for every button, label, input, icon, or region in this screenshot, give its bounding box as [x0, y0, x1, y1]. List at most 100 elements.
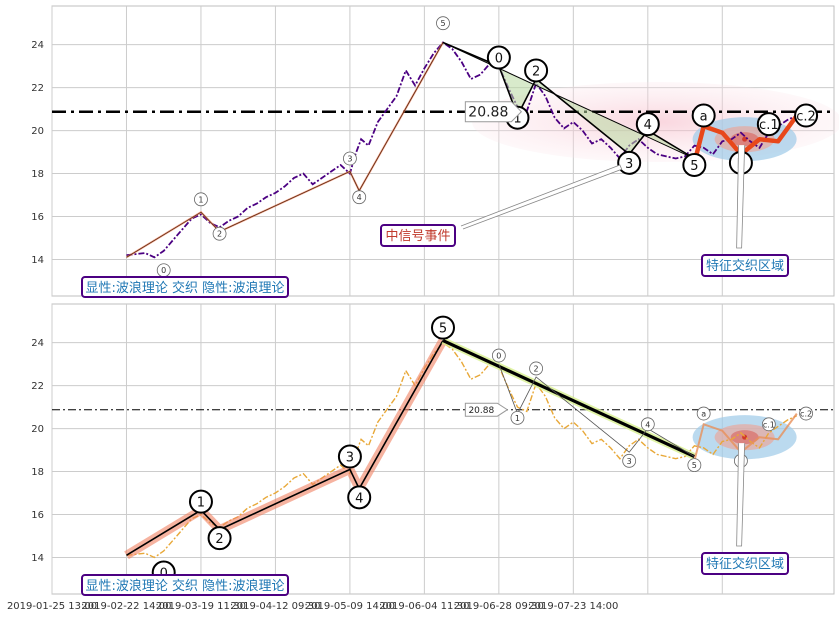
- wave-label-text: a: [701, 410, 706, 419]
- zone-center-dot: [742, 136, 748, 142]
- caption: 显性:波浪理论 交织 隐性:波浪理论: [85, 578, 284, 594]
- wave-label-text: 3: [627, 457, 632, 466]
- x-tick-label: 2019-06-28 09:30: [454, 601, 544, 612]
- wave-label: 5: [436, 16, 450, 31]
- wave-label: 4: [640, 417, 655, 432]
- wave-label-circle: [486, 45, 511, 70]
- wave-label-text: 2: [217, 230, 222, 239]
- wave-label: 5: [687, 458, 702, 473]
- wave-label-circle: [194, 192, 208, 207]
- x-tick-label: 2019-02-22 14:00: [81, 601, 171, 612]
- event-label: 中信号事件: [385, 229, 450, 244]
- wave-label-text: 0: [495, 52, 503, 67]
- x-tick-label: 2019-07-23 14:00: [528, 601, 618, 612]
- top-panel: 141618202224012345012345abc.1c.220.88中信号…: [31, 5, 839, 298]
- wave-label: c.2: [794, 103, 819, 128]
- caption: 显性:波浪理论 交织 隐性:波浪理论: [85, 280, 284, 296]
- value-callout-box: [464, 101, 523, 123]
- wave-label-circle: [347, 485, 372, 510]
- wave-label: 4: [635, 112, 660, 137]
- y-tick-label: 20: [31, 424, 44, 435]
- correction-trendline: [442, 42, 695, 159]
- event-pointer: [460, 164, 623, 230]
- wave-label-text: 2: [215, 532, 223, 547]
- wave-label-circle: [212, 226, 227, 241]
- wave-label-text: 5: [692, 461, 697, 470]
- wave-label-text: 3: [625, 157, 633, 172]
- wave-label-text: c.2: [796, 110, 816, 125]
- wave-label-circle: [491, 348, 506, 363]
- wave-label: 5: [431, 315, 455, 340]
- bottom-panel: 141618202224012345012345abc.1c.220.88特征交…: [31, 303, 835, 596]
- zone-label: 特征交织区域: [706, 258, 784, 274]
- y-tick-label: 14: [31, 255, 44, 266]
- caption-box: [81, 574, 289, 596]
- zone-pointer: [736, 145, 746, 249]
- wave-label-text: 4: [644, 118, 652, 133]
- wave-label: 2: [524, 58, 549, 83]
- wave-label: c.1: [756, 112, 781, 137]
- wave-label-circle: [617, 150, 642, 175]
- wave-label: 0: [156, 263, 171, 278]
- wave-label: 1: [188, 489, 213, 514]
- wave-label: a: [696, 406, 711, 421]
- wave-label-circle: [635, 112, 660, 137]
- wave-label: 5: [682, 152, 707, 177]
- wave-label-text: 2: [534, 364, 539, 373]
- wave-label-circle: [756, 112, 781, 137]
- wave-label-text: 1: [513, 112, 521, 127]
- y-tick-label: 18: [31, 169, 44, 180]
- wave-label: 0: [491, 348, 506, 363]
- x-tick-label: 2019-05-09 14:00: [305, 601, 395, 612]
- wave-label: 0: [486, 45, 511, 70]
- wave-label-circle: [682, 152, 707, 177]
- y-tick-label: 18: [31, 467, 44, 478]
- value-callout: 20.88: [468, 406, 494, 416]
- wave-label-circle: [436, 16, 450, 31]
- impulse-line: [126, 340, 444, 556]
- wave-label: 4: [347, 485, 372, 510]
- zone-label-box: [701, 552, 789, 575]
- wave-label-circle: [431, 315, 455, 340]
- wave-label-circle: [696, 406, 711, 421]
- y-tick-label: 20: [31, 126, 44, 137]
- zone-label: 特征交织区域: [706, 556, 784, 572]
- x-tick-label: 2019-04-12 09:30: [230, 601, 320, 612]
- wave-label-text: 3: [346, 451, 354, 466]
- event-label-box: [380, 224, 456, 247]
- wave-label-text: a: [700, 110, 708, 125]
- wave-label: c.1: [761, 417, 776, 432]
- wave-label-circle: [687, 458, 702, 473]
- wave-label-circle: [188, 489, 213, 514]
- wave-label-text: 2: [532, 64, 540, 79]
- wave-label-circle: [337, 444, 362, 469]
- x-tick-label: 2019-03-19 11:30: [156, 601, 246, 612]
- wave-label-circle: [622, 453, 637, 468]
- price-series: [126, 341, 798, 559]
- wave-label-text: 1: [197, 496, 205, 511]
- value-callout: 20.88: [468, 105, 508, 121]
- y-tick-label: 22: [31, 83, 44, 94]
- wave-label-circle: [799, 406, 813, 421]
- wave-label-text: 3: [347, 155, 352, 164]
- correction-subwave: [498, 363, 695, 457]
- wave-label-circle: [794, 103, 819, 128]
- y-tick-label: 14: [31, 553, 44, 564]
- wave-label-circle: [640, 417, 655, 432]
- wave-label-text: 4: [645, 420, 650, 429]
- correction-trendline: [442, 339, 696, 458]
- wave-label: 2: [212, 226, 227, 241]
- x-tick-label: 2019-01-25 13:00: [7, 601, 97, 612]
- price-series: [126, 41, 798, 259]
- wave-label: 3: [617, 150, 642, 175]
- wave-label-circle: [510, 410, 525, 425]
- wave-label-text: c.1: [759, 118, 779, 133]
- wave-label-text: 1: [198, 195, 203, 204]
- wave-label-circle: [761, 417, 776, 432]
- y-tick-label: 16: [31, 510, 44, 521]
- wave-label-text: 5: [439, 322, 447, 337]
- zone-pointer: [736, 443, 746, 547]
